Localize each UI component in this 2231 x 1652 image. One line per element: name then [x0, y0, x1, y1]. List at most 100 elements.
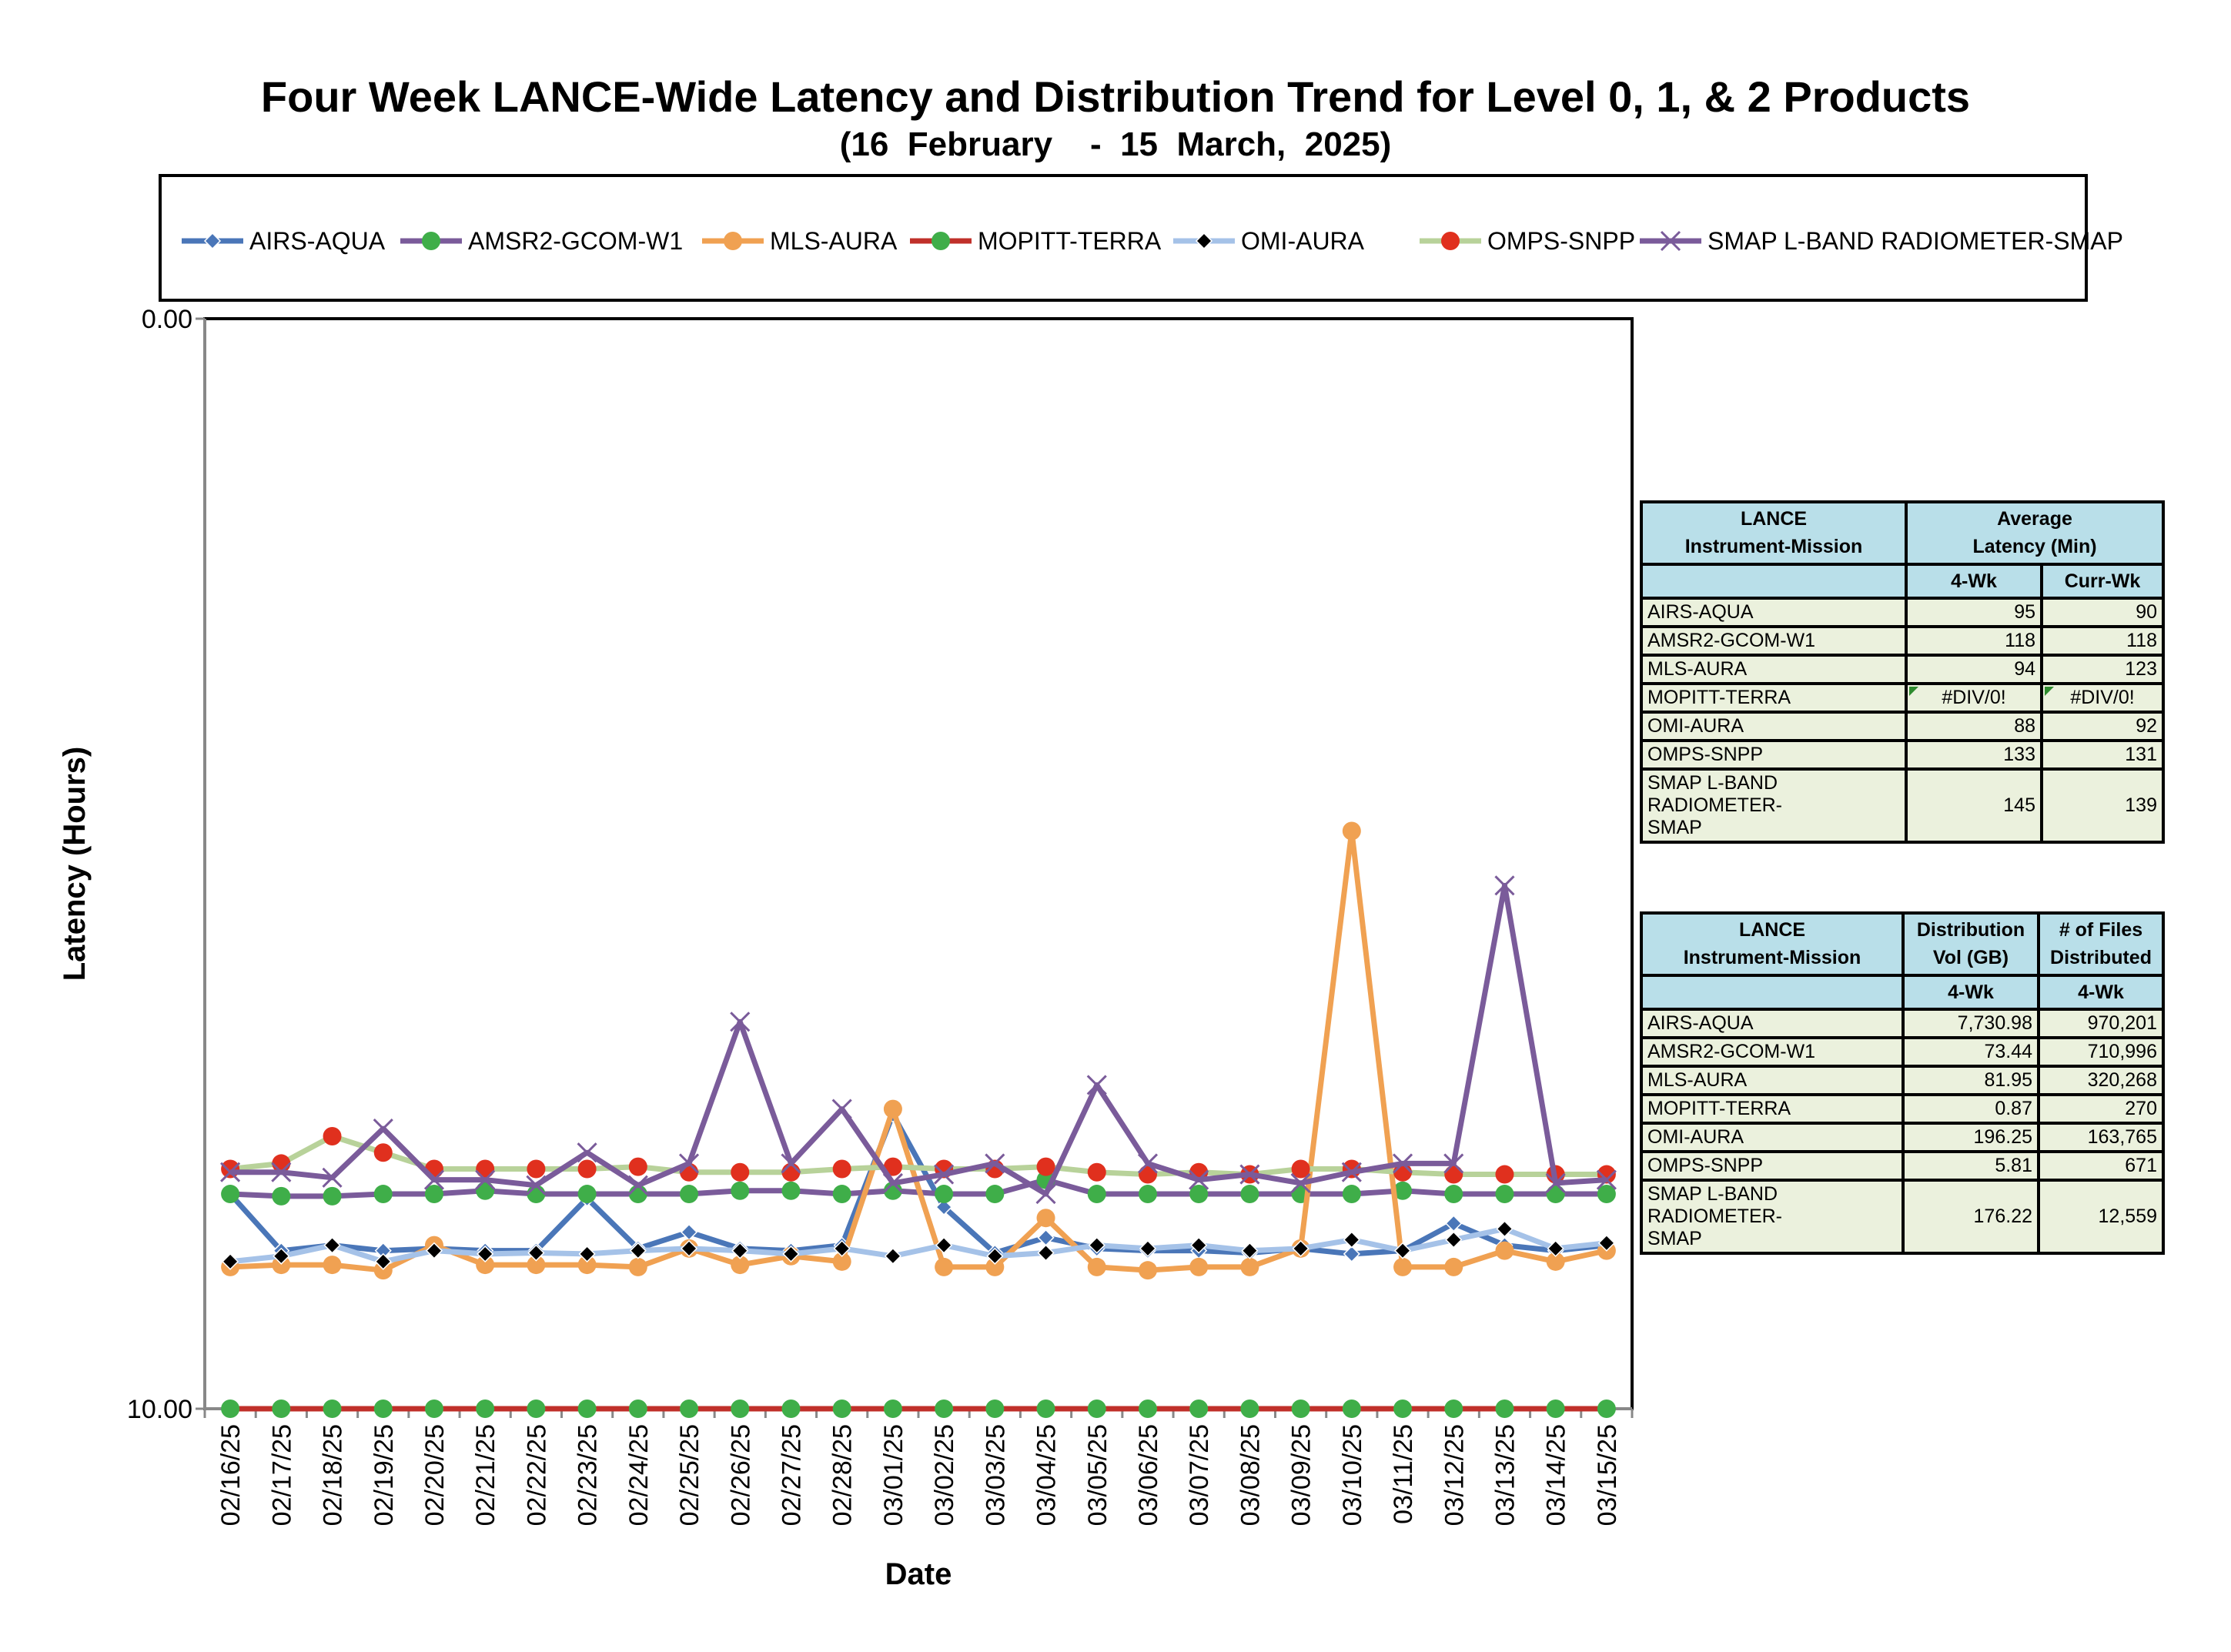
- legend-item-mls-aura: MLS-AURA: [701, 177, 897, 305]
- series-smap-l-band-radiometer-smap-point: [1494, 875, 1515, 896]
- series-mopitt-terra-point: [628, 1400, 647, 1418]
- legend-omps-snpp-point: [1441, 232, 1460, 250]
- series-line-omi-aura: [229, 1226, 1607, 1265]
- distribution-files-value: 671: [2037, 1149, 2165, 1182]
- series-line-mls-aura: [229, 828, 1607, 1273]
- latency-curr-value: 90: [2040, 596, 2165, 628]
- series-smap-l-band-radiometer-smap-point: [1239, 1164, 1260, 1185]
- distribution-row-name: SMAP L-BAND RADIOMETER- SMAP: [1640, 1178, 1905, 1255]
- table-row: MOPITT-TERRA #DIV/0! #DIV/0!: [1640, 681, 2165, 714]
- latency-row-name: AMSR2-GCOM-W1: [1640, 624, 1908, 657]
- series-mls-aura-point: [373, 1261, 393, 1280]
- series-omi-aura: [222, 1220, 1615, 1270]
- series-amsr2-gcom-w1-point: [1138, 1185, 1157, 1204]
- distribution-vol-value: 0.87: [1902, 1092, 2040, 1125]
- series-omi-aura-point: [1393, 1242, 1412, 1259]
- series-amsr2-gcom-w1-point: [323, 1186, 342, 1206]
- x-tick-label: 02/18/25: [319, 1424, 348, 1526]
- x-tick-label: 03/12/25: [1440, 1424, 1469, 1526]
- series-mls-aura-point: [1189, 1257, 1209, 1276]
- series-mopitt-terra-point: [1240, 1400, 1259, 1418]
- series-omps-snpp-point: [373, 1143, 393, 1162]
- legend-item-smap-l-band-radiometer-smap: SMAP L-BAND RADIOMETER-SMAP: [1638, 177, 2123, 305]
- series-smap-l-band-radiometer-smap-point: [1290, 1172, 1311, 1193]
- series-omi-aura-point: [1496, 1220, 1514, 1238]
- series-omi-aura-point: [1139, 1239, 1157, 1257]
- series-omi-aura-point: [731, 1242, 749, 1259]
- series-omps-snpp-point: [476, 1159, 495, 1179]
- series-omps-snpp-point: [883, 1157, 902, 1176]
- chart-legend: AIRS-AQUA AMSR2-GCOM-W1 MLS-AURA MOPITT-TER…: [159, 174, 2123, 305]
- x-tick-label: 02/21/25: [471, 1424, 500, 1526]
- y-axis-label: Latency (Hours): [58, 747, 92, 982]
- series-smap-l-band-radiometer-smap-point: [475, 1169, 496, 1190]
- series-mls-aura-point: [476, 1256, 495, 1275]
- latency-row-name: OMI-AURA: [1640, 710, 1908, 742]
- series-smap-l-band-radiometer-smap-point: [373, 1119, 393, 1139]
- series-smap-l-band-radiometer-smap-point: [1392, 1153, 1413, 1174]
- latency-curr-value: 139: [2040, 767, 2165, 844]
- x-tick-label: 03/02/25: [930, 1424, 959, 1526]
- legend-swatch: [400, 232, 462, 250]
- series-smap-l-band-radiometer-smap-point: [985, 1153, 1005, 1174]
- series-smap-l-band-radiometer-smap-point: [271, 1162, 292, 1182]
- legend-item-mopitt-terra: MOPITT-TERRA: [908, 177, 1161, 305]
- series-mopitt-terra-point: [1495, 1400, 1514, 1418]
- table-row: AIRS-AQUA 7,730.98 970,201: [1640, 1007, 2165, 1039]
- latency-4wk-value: 94: [1905, 653, 2043, 685]
- series-omps-snpp-point: [1138, 1165, 1157, 1184]
- legend-airs-aqua-point: [203, 232, 222, 250]
- series-omi-aura-point: [1190, 1236, 1208, 1254]
- latency-4wk-value: 88: [1905, 710, 2043, 742]
- series-amsr2-gcom-w1-point: [476, 1181, 495, 1200]
- series-mls-aura-point: [323, 1256, 342, 1275]
- series-amsr2-gcom-w1-point: [680, 1185, 699, 1204]
- latency-row-name: AIRS-AQUA: [1640, 596, 1908, 628]
- series-mopitt-terra-point: [476, 1400, 495, 1418]
- x-tick-label: 03/07/25: [1185, 1424, 1214, 1526]
- series-omps-snpp-point: [1495, 1165, 1514, 1184]
- distribution-vol-value: 7,730.98: [1902, 1007, 2040, 1039]
- series-omi-aura-point: [273, 1247, 290, 1265]
- series-mls-aura-point: [935, 1257, 954, 1276]
- series-omps-snpp-point: [832, 1159, 851, 1179]
- series-mls-aura-point: [1444, 1257, 1463, 1276]
- legend-swatch: [702, 232, 764, 250]
- series-smap-l-band-radiometer-smap-point: [882, 1172, 903, 1193]
- table-row: OMI-AURA 88 92: [1640, 710, 2165, 742]
- series-omi-aura-point: [323, 1236, 341, 1254]
- distribution-row-name: OMPS-SNPP: [1640, 1149, 1905, 1182]
- series-omi-aura-point: [629, 1242, 647, 1259]
- latency-4wk-value: #DIV/0!: [1905, 681, 2043, 714]
- latency-4wk-value: 133: [1905, 738, 2043, 771]
- distribution-row-name: AMSR2-GCOM-W1: [1640, 1035, 1905, 1068]
- legend-swatch: [1640, 230, 1701, 252]
- distribution-vol-value: 73.44: [1902, 1035, 2040, 1068]
- distribution-header-4wk: 4-Wk: [1902, 973, 2040, 1011]
- series-mopitt-terra-point: [832, 1400, 851, 1418]
- latency-row-name: MOPITT-TERRA: [1640, 681, 1908, 714]
- series-mopitt-terra-point: [1036, 1400, 1055, 1418]
- series-mls-aura-point: [1342, 821, 1361, 841]
- series-smap-l-band-radiometer-smap-point: [1443, 1153, 1464, 1174]
- distribution-files-value: 970,201: [2037, 1007, 2165, 1039]
- series-amsr2-gcom-w1-point: [272, 1186, 291, 1206]
- series-amsr2-gcom-w1-point: [1342, 1185, 1361, 1204]
- series-smap-l-band-radiometer-smap-point: [1545, 1172, 1566, 1193]
- series-mls-aura-point: [272, 1256, 291, 1275]
- series-omi-aura-point: [782, 1245, 800, 1262]
- series-amsr2-gcom-w1-point: [1087, 1185, 1106, 1204]
- series-smap-l-band-radiometer-smap-point: [627, 1175, 648, 1196]
- series-smap-l-band-radiometer-smap-point: [1086, 1075, 1107, 1095]
- series-mopitt-terra-point: [985, 1400, 1005, 1418]
- latency-curr-value: 92: [2040, 710, 2165, 742]
- series-mls-aura-point: [1138, 1261, 1157, 1280]
- latency-header-name: LANCE Instrument-Mission: [1640, 500, 1908, 566]
- distribution-header-name: LANCE Instrument-Mission: [1640, 911, 1905, 977]
- series-mls-aura-point: [985, 1257, 1005, 1276]
- series-mopitt-terra-point: [577, 1400, 597, 1418]
- distribution-vol-value: 5.81: [1902, 1149, 2040, 1182]
- series-omi-aura-point: [935, 1236, 953, 1254]
- distribution-vol-value: 176.22: [1902, 1178, 2040, 1255]
- series-smap-l-band-radiometer-smap-point: [730, 1012, 751, 1032]
